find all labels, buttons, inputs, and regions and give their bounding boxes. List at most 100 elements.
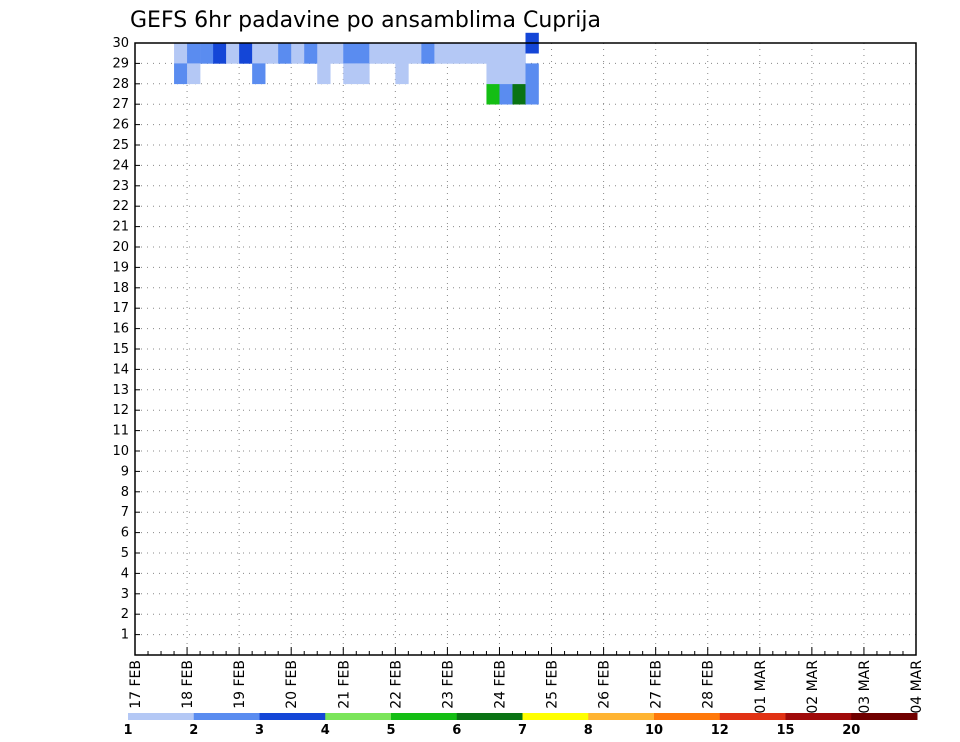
y-tick-label: 9 <box>121 464 129 479</box>
heatmap-cell <box>512 83 526 105</box>
y-tick-label: 12 <box>112 403 129 418</box>
colorbar-swatch <box>785 713 852 720</box>
colorbar-label: 7 <box>518 723 527 738</box>
heatmap-cell <box>447 43 461 64</box>
y-tick-label: 8 <box>121 485 129 500</box>
heatmap-cell <box>434 43 448 64</box>
heatmap-cell <box>278 43 292 64</box>
x-tick-label: 27 FEB <box>649 660 665 709</box>
colorbar-label: 4 <box>321 723 330 738</box>
colorbar-swatch <box>588 713 655 720</box>
x-tick-label: 02 MAR <box>805 660 821 714</box>
heatmap-cell <box>187 63 201 85</box>
heatmap-cell <box>174 63 188 85</box>
y-axis-ticks: 1234567891011121314151617181920212223242… <box>112 36 140 643</box>
y-tick-label: 16 <box>112 322 129 337</box>
colorbar-label: 6 <box>452 723 461 738</box>
heatmap-cell <box>395 43 409 64</box>
y-tick-label: 15 <box>112 342 129 357</box>
colorbar-swatch <box>325 713 392 720</box>
heatmap-cell <box>213 43 227 64</box>
heatmap-cell <box>486 83 500 105</box>
heatmap-cell <box>512 63 526 85</box>
x-tick-label: 26 FEB <box>597 660 613 709</box>
y-tick-label: 18 <box>112 281 129 296</box>
x-tick-label: 18 FEB <box>180 660 196 709</box>
x-tick-label: 04 MAR <box>909 660 925 714</box>
y-tick-label: 14 <box>112 362 129 377</box>
heatmap-cell <box>343 43 357 64</box>
colorbar-label: 20 <box>842 723 860 738</box>
x-tick-label: 28 FEB <box>701 660 717 709</box>
x-axis-ticks: 17 FEB 18 FEB 19 FEB 20 FEB 21 FEB 22 FEB 23 F… <box>128 647 925 714</box>
y-tick-label: 1 <box>121 628 129 643</box>
heatmap-cell <box>200 43 214 64</box>
y-tick-label: 5 <box>121 546 129 561</box>
y-tick-label: 4 <box>121 566 129 581</box>
colorbar-label: 1 <box>123 723 132 738</box>
heatmap-cell <box>239 43 253 64</box>
heatmap-cell <box>408 43 422 64</box>
heatmap-cell <box>343 63 357 85</box>
chart-title: GEFS 6hr padavine po ansamblima Cuprija <box>130 8 601 33</box>
heatmap-cell <box>525 63 539 85</box>
y-tick-label: 3 <box>121 587 129 602</box>
colorbar-swatch <box>719 713 786 720</box>
colorbar-swatch <box>193 713 260 720</box>
y-tick-label: 26 <box>112 118 129 133</box>
colorbar-label: 12 <box>711 723 729 738</box>
colorbar-label: 2 <box>189 723 198 738</box>
y-tick-label: 20 <box>112 240 129 255</box>
colorbar-label: 10 <box>645 723 663 738</box>
y-tick-label: 23 <box>112 179 129 194</box>
heatmap-cell <box>473 43 487 64</box>
y-tick-label: 24 <box>112 158 129 173</box>
x-tick-label: 20 FEB <box>284 660 300 709</box>
heatmap-cell <box>525 83 539 105</box>
y-tick-label: 2 <box>121 607 129 622</box>
y-tick-label: 28 <box>112 77 129 92</box>
heatmap-cell <box>460 43 474 64</box>
colorbar-label: 3 <box>255 723 264 738</box>
heatmap-cell <box>499 83 513 105</box>
colorbar-label: 8 <box>584 723 593 738</box>
x-tick-label: 01 MAR <box>753 660 769 714</box>
y-tick-label: 17 <box>112 301 129 316</box>
heatmap-cell <box>291 43 305 64</box>
x-tick-label: 22 FEB <box>388 660 404 709</box>
x-tick-label: 24 FEB <box>492 660 508 709</box>
colorbar-swatch <box>456 713 523 720</box>
colorbar-swatch <box>128 713 195 720</box>
y-tick-label: 7 <box>121 505 129 520</box>
y-tick-label: 13 <box>112 383 129 398</box>
y-tick-label: 10 <box>112 444 129 459</box>
heatmap-cell <box>395 63 409 85</box>
y-tick-label: 25 <box>112 138 129 153</box>
heatmap-cell <box>304 43 318 64</box>
x-tick-label: 17 FEB <box>128 660 144 709</box>
heatmap-cells <box>174 32 539 105</box>
heatmap-cell <box>330 43 344 64</box>
x-tick-label: 03 MAR <box>857 660 873 714</box>
colorbar-label: 5 <box>386 723 395 738</box>
y-tick-label: 19 <box>112 260 129 275</box>
heatmap-cell <box>512 43 526 64</box>
heatmap-cell <box>356 63 370 85</box>
y-tick-label: 6 <box>121 526 129 541</box>
colorbar-swatch <box>391 713 458 720</box>
heatmap-cell <box>499 43 513 64</box>
colorbar-swatch <box>654 713 721 720</box>
heatmap-cell <box>187 43 201 64</box>
colorbar-swatch <box>851 713 918 720</box>
colorbar: 1 2 3 4 5 6 7 8 10 12 15 20 <box>123 713 918 738</box>
heatmap-cell <box>226 43 240 64</box>
y-tick-label: 30 <box>112 36 129 51</box>
heatmap-cell <box>317 63 331 85</box>
y-tick-label: 29 <box>112 56 129 71</box>
heatmap-cell <box>382 43 396 64</box>
heatmap-cell <box>252 43 266 64</box>
heatmap-cell <box>174 43 188 64</box>
heatmap-cell <box>317 43 331 64</box>
colorbar-swatch <box>522 713 589 720</box>
